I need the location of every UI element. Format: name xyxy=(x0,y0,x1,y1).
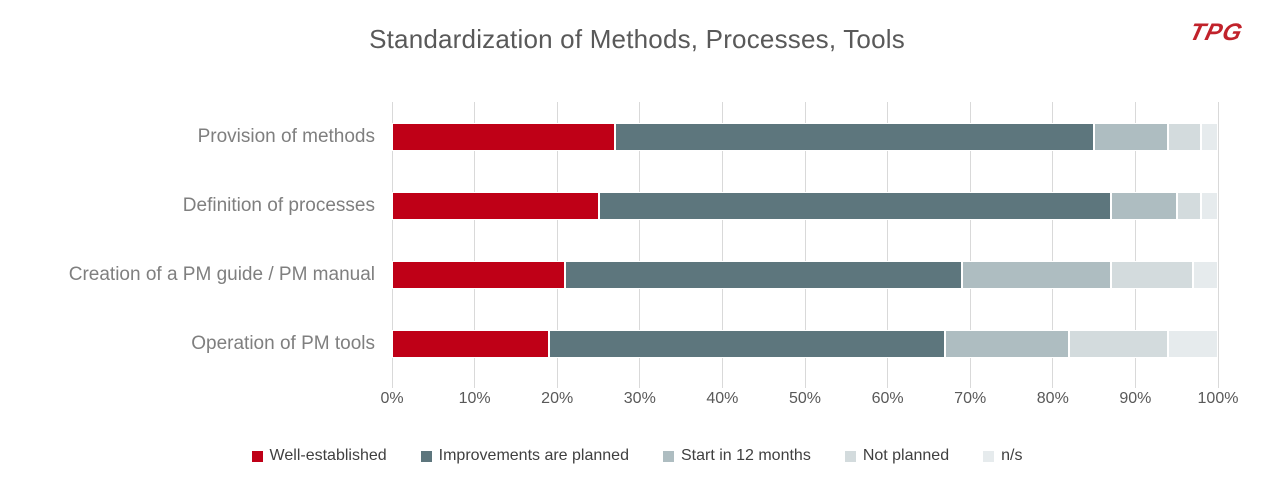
axis-tick xyxy=(1052,378,1054,388)
legend-label: Start in 12 months xyxy=(680,447,811,464)
bar-segment xyxy=(1168,122,1202,151)
bar-segment xyxy=(598,191,1111,220)
axis-tick xyxy=(556,378,558,388)
bar-segment xyxy=(1201,191,1218,220)
bar-row xyxy=(392,260,1218,289)
category-label: Definition of processes xyxy=(182,194,375,216)
legend-swatch-icon xyxy=(420,450,432,462)
bar-segment xyxy=(1069,329,1169,358)
bar-segment xyxy=(392,191,599,220)
legend-item: Start in 12 months xyxy=(662,447,811,465)
bar-segment xyxy=(565,260,962,289)
x-tick-label: 70% xyxy=(954,390,987,407)
axis-tick xyxy=(804,378,806,388)
category-label: Creation of a PM guide / PM manual xyxy=(68,263,375,285)
bar-segment xyxy=(1193,260,1218,289)
chart-title: Standardization of Methods, Processes, T… xyxy=(369,24,905,54)
axis-tick xyxy=(969,378,971,388)
bar-segment xyxy=(392,329,549,358)
x-tick-label: 80% xyxy=(1036,390,1069,407)
axis-tick xyxy=(721,378,723,388)
bar-segment xyxy=(1110,191,1177,220)
gridline xyxy=(639,102,641,378)
axis-tick xyxy=(1134,378,1136,388)
bar-segment xyxy=(1168,329,1218,358)
bar-segment xyxy=(392,260,566,289)
legend-item: Well-established xyxy=(251,447,387,465)
legend-item: n/s xyxy=(983,447,1022,465)
axis-tick xyxy=(391,378,393,388)
bar-segment xyxy=(548,329,946,358)
legend-label: Not planned xyxy=(862,447,950,464)
x-tick-label: 60% xyxy=(871,390,904,407)
legend-swatch-icon xyxy=(844,450,856,462)
gridline xyxy=(1052,102,1054,378)
x-tick-label: 0% xyxy=(380,390,404,407)
bar-segment xyxy=(1094,122,1169,151)
bar-segment xyxy=(945,329,1070,358)
bar-segment xyxy=(615,122,1095,151)
category-label: Provision of methods xyxy=(197,125,375,147)
legend-label: Improvements are planned xyxy=(438,447,629,464)
plot-area xyxy=(391,102,1219,388)
category-label: Operation of PM tools xyxy=(191,332,375,354)
gridline xyxy=(474,102,476,378)
axis-tick xyxy=(887,378,889,388)
x-tick-label: 30% xyxy=(623,390,656,407)
axis-tick xyxy=(1217,378,1219,388)
legend-swatch-icon xyxy=(251,450,263,462)
legend-swatch-icon xyxy=(983,450,995,462)
gridline xyxy=(1134,102,1136,378)
gridline xyxy=(1217,102,1219,378)
bar-segment xyxy=(392,122,616,151)
bar-row xyxy=(392,191,1218,220)
x-tick-label: 90% xyxy=(1119,390,1152,407)
gridline xyxy=(804,102,806,378)
axis-tick xyxy=(474,378,476,388)
x-tick-label: 10% xyxy=(458,390,491,407)
bar-segment xyxy=(1110,260,1194,289)
bar-segment xyxy=(1201,122,1218,151)
bar-row xyxy=(392,329,1218,358)
legend-label: Well-established xyxy=(269,447,387,464)
gridline xyxy=(887,102,889,378)
legend-label: n/s xyxy=(1001,447,1023,464)
legend-item: Not planned xyxy=(844,447,950,465)
bar-segment xyxy=(1176,191,1202,220)
legend-swatch-icon xyxy=(662,450,674,462)
x-tick-label: 20% xyxy=(541,390,574,407)
gridline xyxy=(391,102,393,378)
gridline xyxy=(556,102,558,378)
bar-row xyxy=(392,122,1218,151)
x-tick-label: 100% xyxy=(1197,390,1239,407)
bar-segment xyxy=(961,260,1111,289)
legend-item: Improvements are planned xyxy=(420,447,629,465)
gridline xyxy=(969,102,971,378)
axis-tick xyxy=(639,378,641,388)
gridline xyxy=(721,102,723,378)
tpg-logo: TPG xyxy=(1186,19,1246,46)
x-tick-label: 40% xyxy=(706,390,739,407)
x-tick-label: 50% xyxy=(788,390,822,407)
legend: Well-established Improvements are planned… xyxy=(0,444,1274,468)
